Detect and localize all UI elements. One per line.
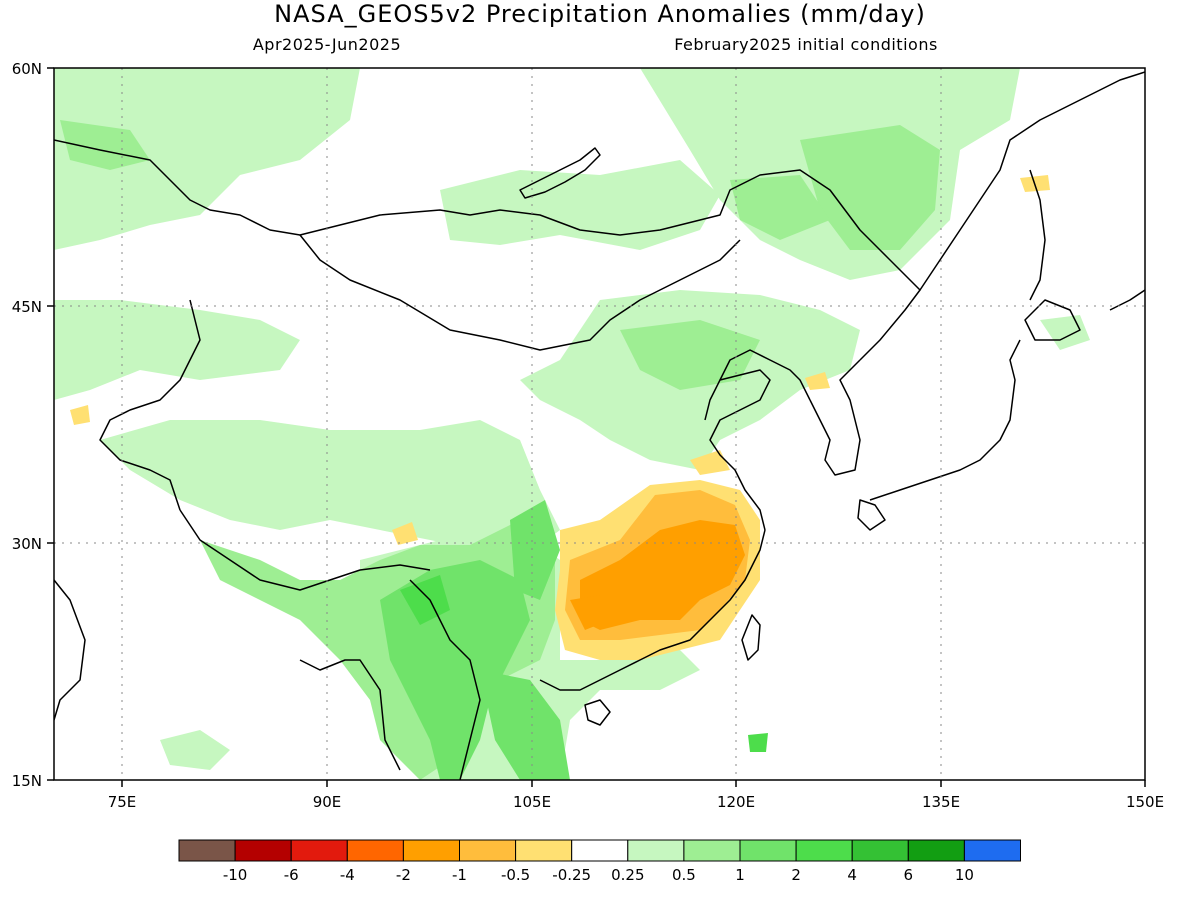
legend-tick-label: 0.5 [672, 866, 696, 884]
lon-label-90e: 90E [313, 793, 342, 811]
lat-lon-grid [54, 68, 1145, 780]
china-west-border [99, 299, 201, 511]
kamchatka-coast [1109, 289, 1145, 311]
color-legend: -10 -6 -4 -2 -1 -0.5 -0.25 0.25 0.5 1 2 4 6 10 [178, 839, 1022, 884]
anomaly-region-baikal [440, 160, 720, 250]
himalaya-border [179, 509, 431, 591]
legend-swatch [683, 839, 741, 862]
lon-label-120e: 120E [717, 793, 755, 811]
legend-swatch [851, 839, 909, 862]
legend-swatch [571, 839, 629, 862]
legend-tick-label: -2 [396, 866, 411, 884]
china-east-coast [704, 369, 771, 531]
legend-tick-label: 0.25 [611, 866, 644, 884]
legend-swatch [234, 839, 292, 862]
japan-kyushu [857, 499, 886, 531]
legend-tick-label: 6 [904, 866, 914, 884]
anomaly-region-west-siberia [54, 68, 360, 250]
map-subtitle-initial-conditions: February2025 initial conditions [674, 35, 938, 54]
anomaly-region-far-east-core [800, 125, 940, 250]
anomaly-region-korea-spot [805, 372, 830, 390]
axis-ticks [47, 67, 1146, 787]
legend-tick-label: -0.25 [552, 866, 591, 884]
legend-tick-label: -10 [223, 866, 248, 884]
lon-label-135e: 135E [922, 793, 960, 811]
anomaly-region-philippines [748, 733, 768, 752]
anomaly-region-tibet-spot [392, 522, 418, 545]
japan-hokkaido [1024, 299, 1081, 341]
map-title: NASA_GEOS5v2 Precipitation Anomalies (mm… [274, 0, 926, 28]
anomaly-region-west-china [100, 420, 560, 560]
anomaly-region-kazakh [54, 300, 300, 400]
legend-swatch [907, 839, 965, 862]
bangladesh-coast [299, 659, 401, 771]
legend-tick-label: 4 [847, 866, 857, 884]
legend-tick-label: -0.5 [501, 866, 530, 884]
legend-swatch [515, 839, 573, 862]
legend-swatch [459, 839, 517, 862]
anomaly-region-hunan-core [570, 595, 610, 630]
anomaly-fields [54, 68, 1090, 780]
anomaly-region-sichuan [510, 500, 560, 600]
mongolia-china-border [299, 234, 741, 351]
longitude-labels: 75E 90E 105E 120E 135E 150E [108, 793, 1164, 811]
russia-china-border-north [54, 139, 921, 361]
latitude-labels: 60N 45N 30N 15N [12, 60, 42, 790]
india-coast [54, 579, 86, 721]
legend-tick-label: 10 [955, 866, 974, 884]
okhotsk-coast [919, 71, 1145, 291]
lon-label-75e: 75E [108, 793, 137, 811]
lat-label-45n: 45N [12, 298, 42, 316]
lat-label-15n: 15N [12, 772, 42, 790]
anomaly-region-shandong [690, 450, 730, 475]
legend-swatch [795, 839, 853, 862]
legend-swatch [963, 839, 1022, 862]
lon-label-150e: 150E [1126, 793, 1164, 811]
legend-swatch [346, 839, 404, 862]
anomaly-region-manchuria [730, 175, 830, 240]
plot-area [54, 68, 1145, 780]
myanmar-border [409, 579, 481, 780]
lake-baikal [519, 147, 601, 199]
hainan-island [584, 699, 611, 726]
legend-tick-label: -4 [340, 866, 355, 884]
lat-label-60n: 60N [12, 60, 42, 78]
anomaly-region-indochina [480, 670, 570, 780]
legend-swatch [290, 839, 348, 862]
legend-tick-label: 1 [735, 866, 745, 884]
lat-label-30n: 30N [12, 535, 42, 553]
legend-tick-label: 2 [791, 866, 801, 884]
japan-honshu [869, 339, 1021, 501]
korean-peninsula [809, 359, 861, 476]
taiwan-island [741, 614, 761, 661]
legend-tick-label: -1 [452, 866, 467, 884]
map-subtitle-period: Apr2025-Jun2025 [253, 35, 401, 54]
lon-label-105e: 105E [513, 793, 551, 811]
sakhalin-island [1029, 169, 1046, 301]
legend-swatch [402, 839, 460, 862]
anomaly-region-north-china-core [620, 320, 760, 390]
legend-swatch [739, 839, 797, 862]
legend-swatch [627, 839, 685, 862]
legend-swatch [178, 839, 236, 862]
anomaly-region-west-siberia-core [60, 120, 150, 170]
coastlines-and-borders [54, 71, 1145, 780]
indochina-coast [539, 529, 766, 691]
anomaly-region-myanmar-core [400, 575, 450, 625]
legend-tick-label: -6 [284, 866, 299, 884]
anomaly-region-yangtze-core [580, 520, 745, 630]
plot-frame [53, 67, 1146, 781]
bohai-coast [719, 349, 811, 401]
anomaly-region-india [160, 730, 230, 770]
anomaly-region-kashmir-spot [70, 405, 90, 425]
